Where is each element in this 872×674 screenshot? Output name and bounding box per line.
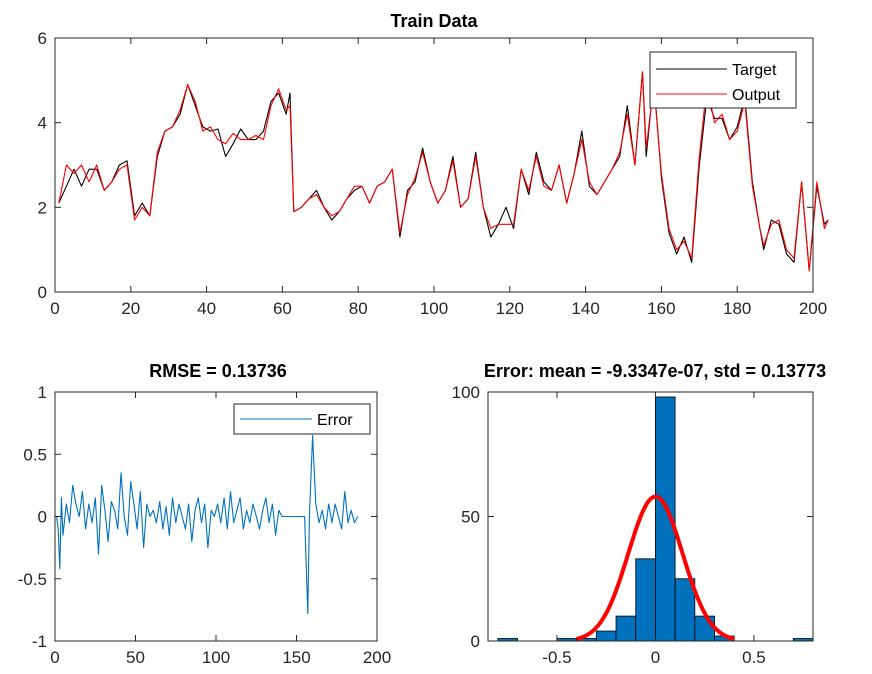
train-legend-box bbox=[649, 51, 797, 109]
histogram-ticks: -0.5 0 0.5 0 50 100 bbox=[452, 383, 813, 667]
train-chart: Train Data 0 20 40 60 80 100 120 140 160 180 200 0 2… bbox=[38, 11, 829, 318]
error-xtick-label: 0 bbox=[50, 648, 59, 667]
histogram-bar bbox=[635, 558, 656, 642]
error-xtick-label: 150 bbox=[282, 648, 310, 667]
train-ytick-label: 4 bbox=[38, 114, 47, 133]
histogram-bar bbox=[615, 615, 637, 642]
histogram-bars bbox=[497, 396, 814, 642]
train-xtick-label: 200 bbox=[799, 299, 827, 318]
error-ytick-label: -0.5 bbox=[18, 570, 47, 589]
error-chart: RMSE = 0.13736 0 50 100 150 200 -1 -0.5 0 0.5 1 E… bbox=[18, 361, 391, 667]
train-ytick-label: 6 bbox=[38, 29, 47, 48]
histogram-fit-curve bbox=[576, 494, 735, 641]
error-ytick-label: -1 bbox=[32, 632, 47, 651]
error-ticks: 0 50 100 150 200 -1 -0.5 0 0.5 1 bbox=[18, 383, 391, 667]
train-xtick-label: 20 bbox=[121, 299, 140, 318]
train-xtick-label: 100 bbox=[420, 299, 448, 318]
train-xtick-label: 0 bbox=[50, 299, 59, 318]
error-ytick-label: 0.5 bbox=[23, 445, 47, 464]
train-ytick-label: 2 bbox=[38, 198, 47, 217]
histogram-ytick-label: 100 bbox=[452, 383, 480, 402]
histogram-xtick-label: 0.5 bbox=[742, 648, 766, 667]
train-xtick-label: 40 bbox=[197, 299, 216, 318]
error-ytick-label: 0 bbox=[38, 508, 47, 527]
error-ytick-label: 1 bbox=[38, 383, 47, 402]
histogram-chart-title: Error: mean = -9.3347e-07, std = 0.13773 bbox=[484, 361, 826, 381]
error-xtick-label: 200 bbox=[363, 648, 391, 667]
error-series-error bbox=[56, 435, 359, 615]
train-series-output bbox=[58, 71, 829, 272]
histogram-bar bbox=[694, 615, 715, 642]
train-xtick-label: 180 bbox=[723, 299, 751, 318]
train-xtick-label: 120 bbox=[496, 299, 524, 318]
train-xtick-label: 160 bbox=[647, 299, 675, 318]
histogram-xtick-label: -0.5 bbox=[542, 648, 571, 667]
legend-error-label: Error bbox=[317, 412, 353, 429]
legend-target-label: Target bbox=[732, 62, 777, 79]
legend-output-label: Output bbox=[732, 87, 781, 104]
train-series-group bbox=[58, 71, 829, 272]
train-xtick-label: 80 bbox=[349, 299, 368, 318]
train-xtick-label: 140 bbox=[571, 299, 599, 318]
histogram-ytick-label: 0 bbox=[471, 632, 480, 651]
train-legend: Target Output bbox=[649, 51, 797, 109]
histogram-bar bbox=[595, 630, 617, 642]
train-ytick-label: 0 bbox=[38, 283, 47, 302]
histogram-normal-fit bbox=[576, 494, 735, 641]
error-chart-title: RMSE = 0.13736 bbox=[149, 361, 287, 381]
error-series-group bbox=[56, 435, 359, 615]
train-chart-title: Train Data bbox=[390, 11, 478, 31]
train-xtick-label: 60 bbox=[273, 299, 292, 318]
error-xtick-label: 100 bbox=[202, 648, 230, 667]
histogram-xtick-label: 0 bbox=[651, 648, 660, 667]
histogram-ytick-label: 50 bbox=[461, 508, 480, 527]
error-legend: Error bbox=[233, 403, 371, 435]
histogram-chart: Error: mean = -9.3347e-07, std = 0.13773… bbox=[452, 361, 826, 667]
error-xtick-label: 50 bbox=[126, 648, 145, 667]
train-ticks: 0 20 40 60 80 100 120 140 160 180 200 0 2 4 6 bbox=[38, 29, 828, 318]
